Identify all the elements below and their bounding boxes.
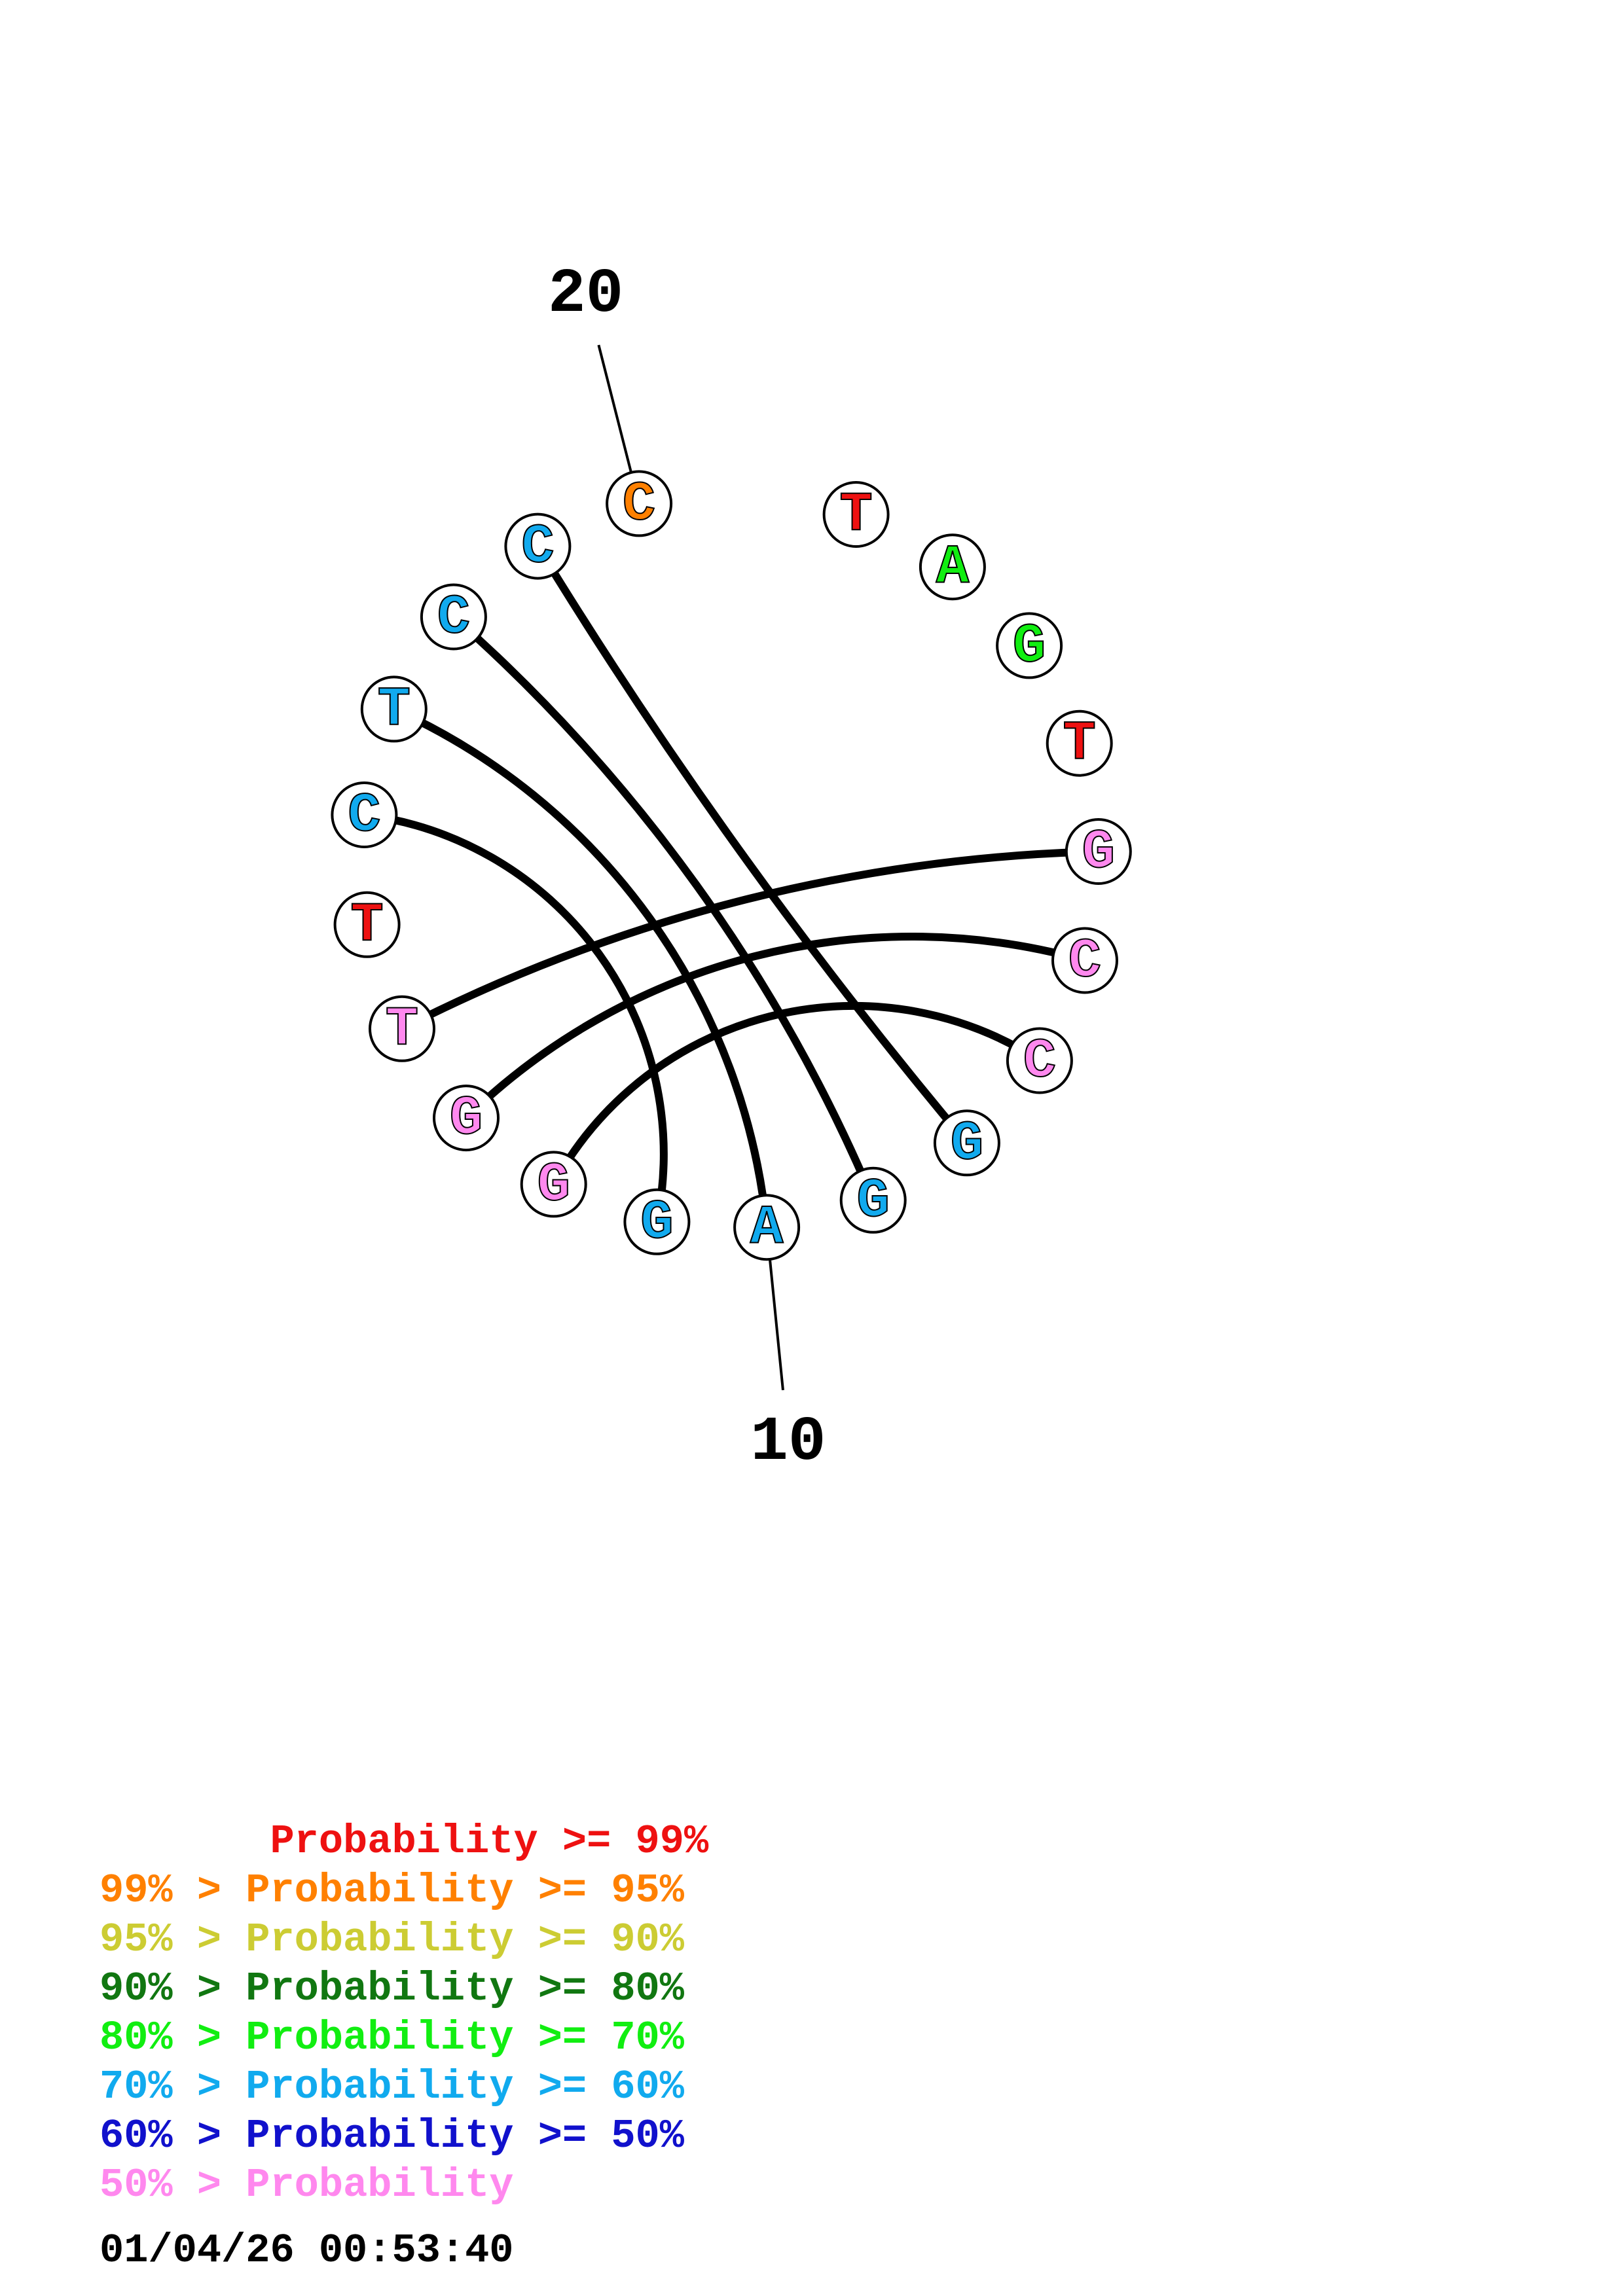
nucleotide-letter: T [378,679,410,742]
position-marker-label-10: 10 [750,1407,826,1478]
nucleotide-circle [1051,927,1118,994]
pair-arc-6-13 [462,933,1089,1122]
nucleotide-letter: C [1023,1031,1056,1093]
pair-arc-8-19 [534,542,971,1147]
nucleotide-7: C [1006,1027,1073,1094]
pair-arc-9-18 [449,613,877,1204]
nucleotide-8: G [933,1109,1000,1177]
nucleotide-letter: A [750,1198,784,1260]
position-marker-line-20 [597,344,632,473]
position-marker-line-10 [768,1259,784,1391]
nucleotide-circle [1065,818,1132,885]
nucleotide-circle [919,533,986,601]
nucleotide-letter: G [1013,616,1046,678]
legend-entry: 95% > Probability >= 90% [100,1916,685,1963]
nucleotide-3: G [996,612,1063,679]
position-marker-label-20: 20 [548,259,623,330]
timestamp: 01/04/26 00:53:40 [100,2227,514,2274]
nucleotide-10: A [733,1194,801,1261]
nucleotide-6: C [1051,927,1118,994]
nucleotide-circle [420,583,487,651]
nucleotide-19: C [504,512,572,580]
nucleotide-9: G [839,1166,907,1234]
nucleotide-letter: G [951,1113,983,1175]
nucleotide-15: T [333,891,401,958]
base-pair-arcs [360,542,1103,1232]
nucleotide-letter: G [640,1192,673,1254]
nucleotide-12: G [520,1151,587,1218]
nucleotide-letter: G [856,1170,889,1232]
nucleotide-letter: C [521,516,554,579]
nucleotide-circle [822,481,890,548]
nucleotide-circle [839,1166,907,1234]
probability-legend: Probability >= 99%99% > Probability >= 9… [100,1818,709,2208]
nucleotide-20: C [606,470,673,537]
legend-entry: Probability >= 99% [100,1818,709,1865]
nucleotide-17: T [360,675,428,743]
nucleotide-1: T [822,481,890,548]
nucleotide-circle [360,675,428,743]
legend-entry: 90% > Probability >= 80% [100,1965,685,2012]
nucleotide-circle [733,1194,801,1261]
legend-entry: 80% > Probability >= 70% [100,2015,685,2061]
nucleotide-circle [933,1109,1000,1177]
nucleotide-circle [369,995,435,1062]
legend-entry: 70% > Probability >= 60% [100,2064,685,2110]
pair-arc-10-17 [390,705,771,1232]
nucleotide-16: C [331,781,398,848]
nucleotide-letter: G [1082,822,1115,884]
pair-arc-11-16 [360,811,668,1226]
nucleotide-circle [504,512,572,580]
nucleotide-11: G [623,1188,691,1255]
nucleotide-letter: T [350,895,383,957]
nucleotide-circle [623,1188,691,1255]
pair-arc-5-14 [398,848,1103,1033]
legend-entry: 50% > Probability [100,2162,514,2208]
nucleotide-letter: T [839,485,872,547]
nucleotide-13: G [433,1085,500,1152]
nucleotide-circle [606,470,673,537]
nucleotide-letter: A [936,537,970,600]
nucleotide-5: G [1065,818,1132,885]
nucleotide-circle [331,781,398,848]
nucleotide-letter: C [348,785,380,848]
nucleotide-letter: C [623,474,655,536]
nucleotide-circle [520,1151,587,1218]
nucleotide-circle [433,1085,500,1152]
legend-entry: 99% > Probability >= 95% [100,1867,685,1914]
pair-arc-7-12 [549,1001,1044,1189]
nucleotide-18: C [420,583,487,651]
nucleotide-letter: G [537,1155,570,1217]
nucleotide-letter: T [1063,713,1095,776]
nucleotide-circle [996,612,1063,679]
nucleotide-letter: T [386,999,418,1061]
nucleotide-4: T [1046,709,1113,777]
nucleotide-circle [333,891,401,958]
nucleotide-letter: C [437,587,470,649]
nucleotide-circle [1046,709,1113,777]
nucleotide-letter: G [450,1088,483,1151]
nucleotide-circle [1006,1027,1073,1094]
nucleotide-14: T [369,995,435,1062]
nucleotide-2: A [919,533,986,601]
nucleotide-letter: C [1068,931,1101,993]
legend-entry: 60% > Probability >= 50% [100,2113,685,2159]
